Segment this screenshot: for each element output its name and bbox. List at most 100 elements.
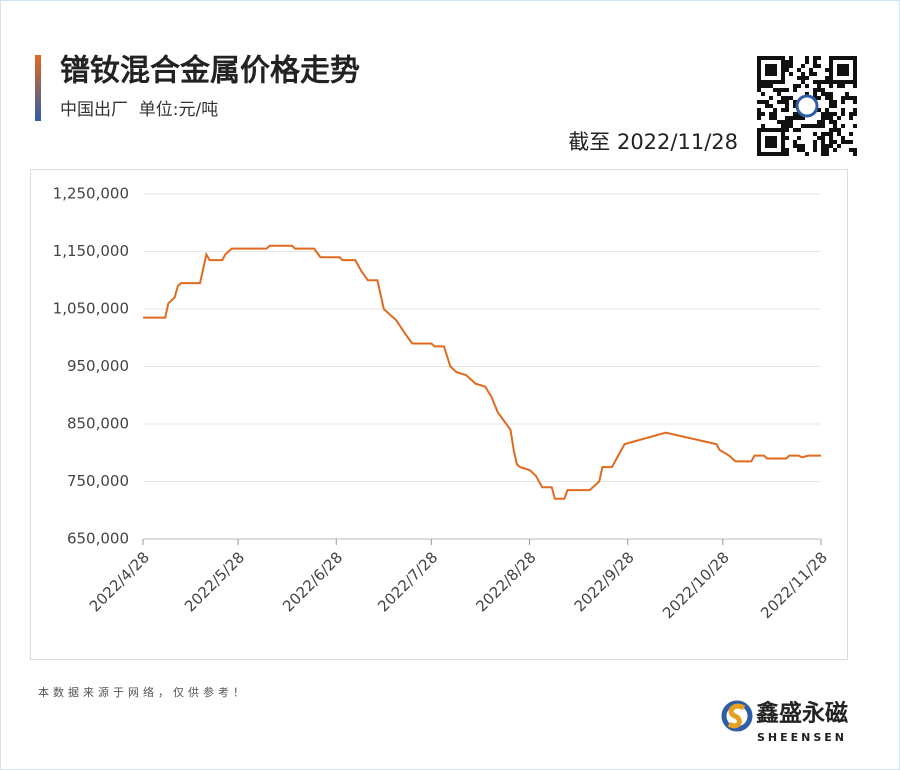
- qr-module: [813, 144, 817, 148]
- qr-module: [829, 116, 833, 120]
- qr-module: [825, 112, 829, 116]
- qr-module: [797, 84, 801, 88]
- qr-module: [825, 96, 829, 100]
- title-accent: [35, 55, 41, 121]
- qr-module: [761, 124, 765, 128]
- qr-module: [853, 100, 857, 104]
- qr-module: [805, 56, 809, 60]
- qr-module: [805, 92, 809, 96]
- qr-module: [817, 88, 821, 92]
- qr-module: [773, 108, 777, 112]
- qr-module: [813, 60, 817, 64]
- qr-logo: [795, 94, 819, 118]
- qr-module: [821, 92, 825, 96]
- qr-finder: [837, 64, 849, 76]
- qr-module: [853, 96, 857, 100]
- qr-module: [793, 104, 797, 108]
- qr-module: [821, 112, 825, 116]
- qr-module: [813, 124, 817, 128]
- qr-module: [785, 108, 789, 112]
- qr-module: [797, 76, 801, 80]
- qr-module: [789, 120, 793, 124]
- qr-module: [785, 60, 789, 64]
- qr-module: [801, 148, 805, 152]
- qr-module: [785, 116, 789, 120]
- qr-module: [813, 64, 817, 68]
- qr-module: [841, 108, 845, 112]
- qr-module: [801, 76, 805, 80]
- qr-module: [793, 112, 797, 116]
- qr-module: [837, 144, 841, 148]
- qr-module: [829, 144, 833, 148]
- qr-module: [801, 64, 805, 68]
- qr-module: [849, 116, 853, 120]
- qr-module: [825, 92, 829, 96]
- qr-module: [833, 128, 837, 132]
- qr-module: [829, 92, 833, 96]
- qr-module: [833, 104, 837, 108]
- qr-module: [837, 128, 841, 132]
- qr-module: [837, 84, 841, 88]
- qr-module: [789, 96, 793, 100]
- qr-module: [833, 140, 837, 144]
- qr-module: [833, 120, 837, 124]
- qr-module: [773, 112, 777, 116]
- price-line: [143, 244, 821, 500]
- qr-module: [789, 116, 793, 120]
- brand-name-en: SHEENSEN: [757, 731, 847, 744]
- qr-module: [825, 68, 829, 72]
- qr-module: [833, 112, 837, 116]
- qr-module: [757, 88, 761, 92]
- qr-module: [773, 116, 777, 120]
- qr-module: [793, 128, 797, 132]
- qr-module: [761, 84, 765, 88]
- y-tick-label: 850,000: [67, 415, 129, 433]
- qr-module: [825, 116, 829, 120]
- qr-module: [805, 60, 809, 64]
- qr-module: [769, 84, 773, 88]
- y-tick-label: 950,000: [67, 357, 129, 375]
- chart-title: 镨钕混合金属价格走势: [60, 54, 360, 89]
- qr-module: [805, 124, 809, 128]
- qr-module: [817, 84, 821, 88]
- qr-module: [821, 116, 825, 120]
- qr-code: [757, 56, 857, 156]
- qr-finder: [757, 128, 785, 156]
- qr-module: [785, 104, 789, 108]
- qr-module: [797, 68, 801, 72]
- logo-s: [727, 703, 746, 729]
- qr-module: [801, 116, 805, 120]
- qr-module: [801, 72, 805, 76]
- qr-module: [761, 112, 765, 116]
- qr-module: [821, 124, 825, 128]
- qr-module: [817, 80, 821, 84]
- qr-module: [785, 100, 789, 104]
- qr-module: [785, 128, 789, 132]
- qr-module: [833, 148, 837, 152]
- qr-module: [817, 108, 821, 112]
- qr-module: [801, 124, 805, 128]
- brand-name: 鑫盛永磁: [755, 700, 848, 727]
- qr-module: [801, 144, 805, 148]
- qr-module: [849, 140, 853, 144]
- qr-module: [769, 112, 773, 116]
- qr-module: [793, 84, 797, 88]
- qr-module: [765, 104, 769, 108]
- y-tick-label: 1,250,000: [53, 185, 129, 203]
- qr-module: [817, 136, 821, 140]
- qr-module: [841, 124, 845, 128]
- qr-module: [785, 148, 789, 152]
- qr-finder: [829, 56, 857, 84]
- qr-module: [789, 72, 793, 76]
- qr-module: [793, 140, 797, 144]
- qr-module: [837, 116, 841, 120]
- qr-module: [757, 108, 761, 112]
- qr-module: [813, 72, 817, 76]
- qr-module: [817, 56, 821, 60]
- qr-module: [813, 88, 817, 92]
- qr-module: [757, 116, 761, 120]
- qr-module: [781, 96, 785, 100]
- qr-module: [777, 120, 781, 124]
- qr-module: [829, 112, 833, 116]
